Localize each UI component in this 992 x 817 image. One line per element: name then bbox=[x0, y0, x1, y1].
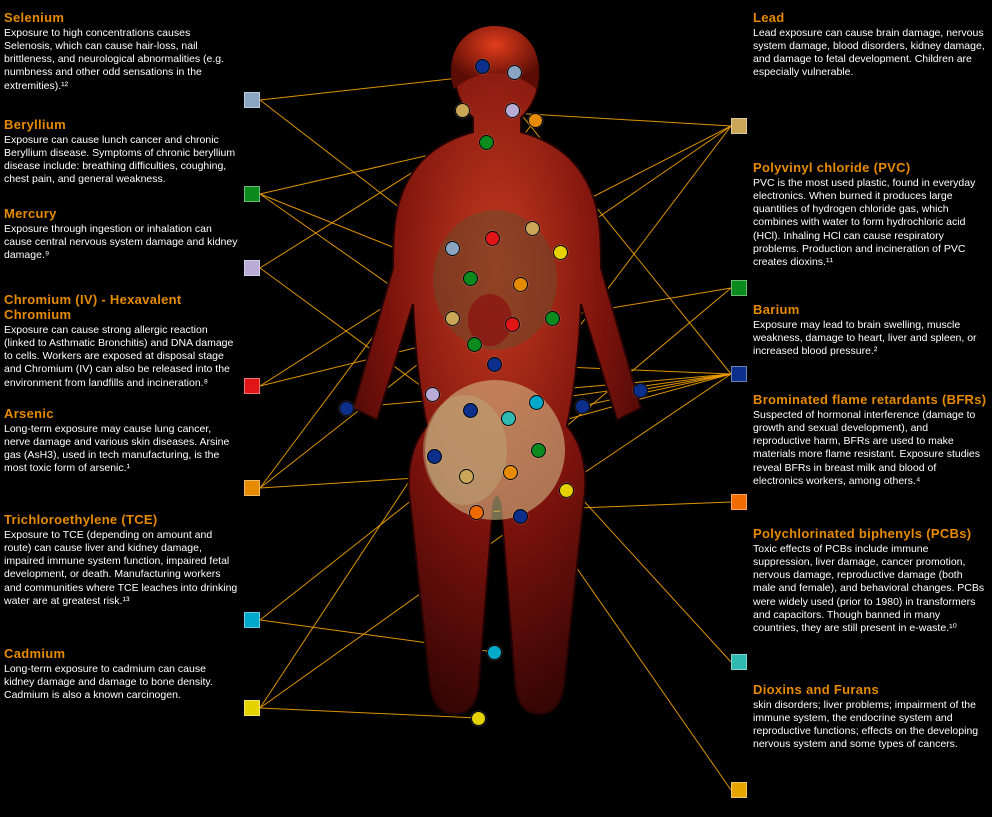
body-marker-dot bbox=[553, 245, 568, 260]
color-chip-chromium bbox=[244, 378, 260, 394]
body-marker-dot bbox=[513, 277, 528, 292]
body-marker-dot bbox=[475, 59, 490, 74]
entry-text: Long-term exposure to cadmium can cause … bbox=[4, 663, 239, 702]
entry-pvc: Polyvinyl chloride (PVC) PVC is the most … bbox=[753, 158, 988, 271]
body-marker-dot bbox=[528, 113, 543, 128]
entry-text: Suspected of hormonal interference (dama… bbox=[753, 409, 988, 488]
body-marker-dot bbox=[531, 443, 546, 458]
color-chip-tce bbox=[244, 612, 260, 628]
entry-text: Exposure can cause lunch cancer and chro… bbox=[4, 134, 239, 187]
entry-text: skin disorders; liver problems; impairme… bbox=[753, 699, 988, 752]
entry-dioxins: Dioxins and Furans skin disorders; liver … bbox=[753, 680, 988, 754]
entry-title: Beryllium bbox=[4, 117, 239, 132]
body-marker-dot bbox=[575, 399, 590, 414]
body-marker-dot bbox=[425, 387, 440, 402]
entry-text: Exposure to TCE (depending on amount and… bbox=[4, 529, 239, 608]
entry-text: Exposure through ingestion or inhalation… bbox=[4, 223, 239, 262]
entry-title: Selenium bbox=[4, 10, 239, 25]
entry-text: Exposure can cause strong allergic react… bbox=[4, 324, 239, 390]
color-chip-mercury bbox=[244, 260, 260, 276]
body-marker-dot bbox=[455, 103, 470, 118]
color-chip-arsenic bbox=[244, 480, 260, 496]
color-chip-pcbs bbox=[731, 654, 747, 670]
entry-beryllium: Beryllium Exposure can cause lunch cancer… bbox=[4, 115, 239, 189]
body-marker-dot bbox=[513, 509, 528, 524]
body-marker-dot bbox=[467, 337, 482, 352]
body-marker-dot bbox=[485, 231, 500, 246]
entry-title: Barium bbox=[753, 302, 988, 317]
color-chip-lead bbox=[731, 118, 747, 134]
body-marker-dot bbox=[487, 357, 502, 372]
color-chip-bfrs bbox=[731, 494, 747, 510]
entry-text: Lead exposure can cause brain damage, ne… bbox=[753, 27, 988, 80]
body-marker-dot bbox=[505, 103, 520, 118]
entry-selenium: Selenium Exposure to high concentrations … bbox=[4, 8, 239, 95]
body-marker-dot bbox=[529, 395, 544, 410]
color-chip-pvc bbox=[731, 280, 747, 296]
body-marker-dot bbox=[445, 311, 460, 326]
entry-title: Mercury bbox=[4, 206, 239, 221]
entry-text: PVC is the most used plastic, found in e… bbox=[753, 177, 988, 269]
entry-title: Chromium (IV) - Hexavalent Chromium bbox=[4, 292, 239, 322]
entry-title: Cadmium bbox=[4, 646, 239, 661]
entry-text: Exposure may lead to brain swelling, mus… bbox=[753, 319, 988, 358]
entry-text: Long-term exposure may cause lung cancer… bbox=[4, 423, 239, 476]
color-chip-cadmium bbox=[244, 700, 260, 716]
entry-title: Trichloroethylene (TCE) bbox=[4, 512, 239, 527]
entry-title: Brominated flame retardants (BFRs) bbox=[753, 392, 988, 407]
body-marker-dot bbox=[445, 241, 460, 256]
entry-barium: Barium Exposure may lead to brain swellin… bbox=[753, 300, 988, 360]
body-marker-dot bbox=[545, 311, 560, 326]
entry-text: Exposure to high concentrations causes S… bbox=[4, 27, 239, 93]
entry-tce: Trichloroethylene (TCE) Exposure to TCE (… bbox=[4, 510, 239, 610]
color-chip-beryllium bbox=[244, 186, 260, 202]
body-marker-dot bbox=[633, 383, 648, 398]
entry-pcbs: Polychlorinated biphenyls (PCBs) Toxic ef… bbox=[753, 524, 988, 637]
body-marker-dot bbox=[469, 505, 484, 520]
entry-title: Polyvinyl chloride (PVC) bbox=[753, 160, 988, 175]
entry-title: Dioxins and Furans bbox=[753, 682, 988, 697]
body-marker-dot bbox=[479, 135, 494, 150]
entry-title: Arsenic bbox=[4, 406, 239, 421]
body-marker-dot bbox=[471, 711, 486, 726]
entry-title: Polychlorinated biphenyls (PCBs) bbox=[753, 526, 988, 541]
entry-mercury: Mercury Exposure through ingestion or inh… bbox=[4, 204, 239, 264]
body-marker-dot bbox=[525, 221, 540, 236]
body-marker-dot bbox=[463, 403, 478, 418]
body-marker-dot bbox=[501, 411, 516, 426]
entry-text: Toxic effects of PCBs include immune sup… bbox=[753, 543, 988, 635]
color-chip-selenium bbox=[244, 92, 260, 108]
entry-cadmium: Cadmium Long-term exposure to cadmium can… bbox=[4, 644, 239, 704]
body-marker-dot bbox=[459, 469, 474, 484]
human-body-figure bbox=[330, 20, 660, 800]
entry-chromium: Chromium (IV) - Hexavalent ChromiumExpos… bbox=[4, 290, 239, 392]
color-chip-dioxins bbox=[731, 782, 747, 798]
infographic-stage: Selenium Exposure to high concentrations … bbox=[0, 0, 992, 817]
body-marker-dot bbox=[503, 465, 518, 480]
body-marker-dot bbox=[463, 271, 478, 286]
color-chip-barium bbox=[731, 366, 747, 382]
entry-title: Lead bbox=[753, 10, 988, 25]
body-marker-dot bbox=[427, 449, 442, 464]
entry-lead: Lead Lead exposure can cause brain damage… bbox=[753, 8, 988, 82]
entry-bfrs: Brominated flame retardants (BFRs) Suspec… bbox=[753, 390, 988, 490]
body-marker-dot bbox=[505, 317, 520, 332]
body-marker-dot bbox=[559, 483, 574, 498]
body-marker-dot bbox=[339, 401, 354, 416]
body-marker-dot bbox=[507, 65, 522, 80]
entry-arsenic: Arsenic Long-term exposure may cause lung… bbox=[4, 404, 239, 478]
body-marker-dot bbox=[487, 645, 502, 660]
